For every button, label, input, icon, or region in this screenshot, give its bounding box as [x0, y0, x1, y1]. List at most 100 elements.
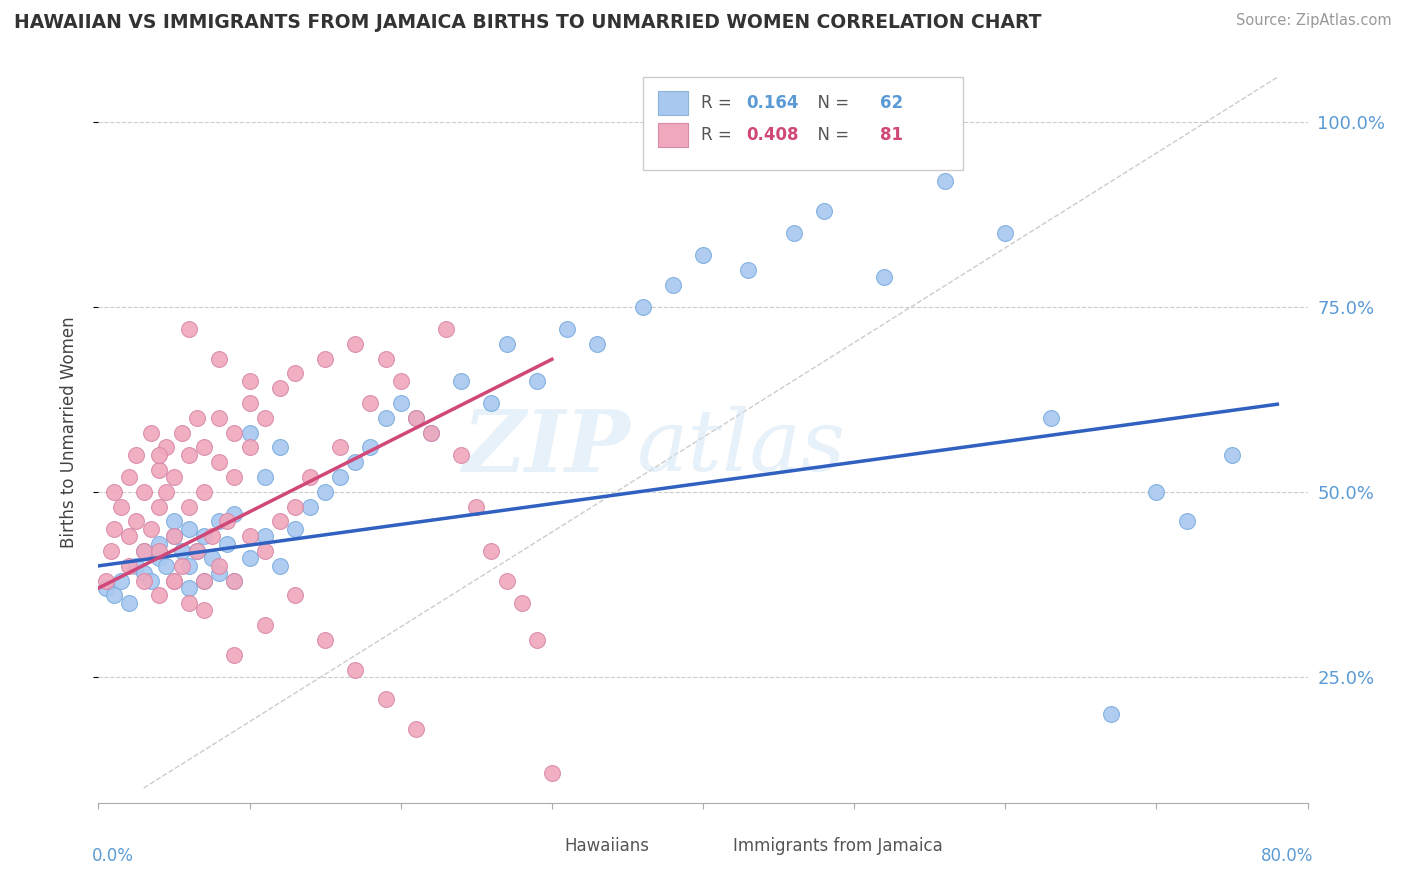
- Point: [284, 589, 307, 603]
- Point: [344, 663, 367, 677]
- Point: [186, 410, 208, 425]
- Point: [118, 596, 141, 610]
- Point: [132, 574, 155, 588]
- Point: [239, 425, 262, 440]
- Point: [420, 425, 443, 440]
- Point: [170, 425, 193, 440]
- Point: [314, 632, 336, 647]
- Point: [170, 544, 193, 558]
- Point: [269, 441, 291, 455]
- Point: [94, 581, 117, 595]
- Point: [201, 529, 224, 543]
- Point: [193, 529, 215, 543]
- Text: 0.408: 0.408: [747, 126, 799, 144]
- Point: [224, 574, 246, 588]
- Point: [148, 589, 170, 603]
- Bar: [697, 836, 724, 855]
- Point: [193, 603, 215, 617]
- Point: [465, 500, 488, 514]
- Bar: [658, 91, 689, 115]
- Point: [148, 551, 170, 566]
- Point: [1220, 448, 1243, 462]
- Point: [284, 367, 307, 381]
- Text: 0.0%: 0.0%: [93, 847, 134, 865]
- Point: [434, 322, 457, 336]
- Point: [239, 529, 262, 543]
- Point: [141, 574, 163, 588]
- Text: Source: ZipAtlas.com: Source: ZipAtlas.com: [1236, 13, 1392, 29]
- Point: [495, 336, 517, 351]
- Point: [125, 515, 148, 529]
- Point: [510, 596, 533, 610]
- Point: [208, 351, 231, 366]
- Point: [179, 522, 201, 536]
- Text: 81: 81: [880, 126, 903, 144]
- Point: [526, 632, 548, 647]
- Point: [374, 410, 396, 425]
- Point: [737, 262, 759, 277]
- Point: [1039, 410, 1062, 425]
- Point: [269, 381, 291, 395]
- Point: [540, 766, 562, 780]
- Point: [100, 544, 122, 558]
- Point: [873, 270, 896, 285]
- Point: [374, 351, 396, 366]
- Point: [215, 515, 238, 529]
- Point: [813, 203, 835, 218]
- Point: [481, 544, 503, 558]
- Point: [125, 448, 148, 462]
- Point: [934, 174, 956, 188]
- Point: [193, 484, 215, 499]
- Point: [239, 441, 262, 455]
- Point: [179, 558, 201, 573]
- Point: [284, 500, 307, 514]
- Point: [103, 522, 125, 536]
- Point: [170, 558, 193, 573]
- Point: [692, 248, 714, 262]
- Point: [405, 410, 427, 425]
- Point: [224, 425, 246, 440]
- Text: 80.0%: 80.0%: [1261, 847, 1313, 865]
- Point: [132, 544, 155, 558]
- Point: [253, 544, 276, 558]
- Point: [783, 226, 806, 240]
- Point: [94, 574, 117, 588]
- Point: [450, 374, 472, 388]
- Text: Hawaiians: Hawaiians: [564, 837, 650, 855]
- Text: 0.164: 0.164: [747, 95, 799, 112]
- Text: Immigrants from Jamaica: Immigrants from Jamaica: [734, 837, 943, 855]
- Text: N =: N =: [807, 126, 855, 144]
- Point: [269, 558, 291, 573]
- Point: [186, 544, 208, 558]
- Point: [179, 500, 201, 514]
- Point: [186, 544, 208, 558]
- Point: [344, 455, 367, 469]
- Text: atlas: atlas: [637, 406, 845, 489]
- Point: [253, 410, 276, 425]
- Point: [132, 484, 155, 499]
- Point: [224, 470, 246, 484]
- Point: [299, 500, 322, 514]
- Point: [163, 529, 186, 543]
- Point: [118, 529, 141, 543]
- Text: R =: R =: [700, 95, 737, 112]
- Point: [132, 544, 155, 558]
- Point: [110, 574, 132, 588]
- Text: HAWAIIAN VS IMMIGRANTS FROM JAMAICA BIRTHS TO UNMARRIED WOMEN CORRELATION CHART: HAWAIIAN VS IMMIGRANTS FROM JAMAICA BIRT…: [14, 13, 1042, 32]
- Point: [148, 544, 170, 558]
- Point: [224, 574, 246, 588]
- Point: [118, 558, 141, 573]
- Point: [224, 507, 246, 521]
- Point: [420, 425, 443, 440]
- Text: ZIP: ZIP: [463, 406, 630, 489]
- Point: [118, 470, 141, 484]
- Point: [163, 515, 186, 529]
- Point: [360, 396, 382, 410]
- Point: [208, 558, 231, 573]
- Point: [450, 448, 472, 462]
- Point: [661, 277, 683, 292]
- Point: [555, 322, 578, 336]
- Point: [208, 515, 231, 529]
- Point: [110, 500, 132, 514]
- Point: [163, 470, 186, 484]
